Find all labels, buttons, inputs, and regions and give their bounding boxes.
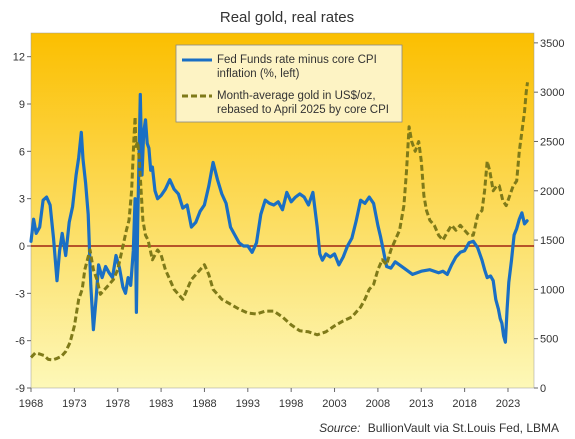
right-tick-label: 500 (540, 334, 558, 346)
right-axis-ticks: 3500 3000 2500 2000 1500 1000 500 0 (534, 38, 564, 395)
x-tick-label: 1973 (62, 398, 86, 410)
legend-label-rate-line-2: inflation (%, left) (217, 68, 300, 80)
legend-label-gold-line-1: Month-average gold in US$/oz, (217, 90, 376, 102)
right-tick-label: 0 (540, 383, 546, 395)
chart-title: Real gold, real rates (220, 9, 354, 26)
left-tick-label: 0 (19, 241, 25, 253)
legend-box (175, 44, 403, 123)
legend-label-gold-line-2: rebased to April 2025 by core CPI (217, 104, 389, 116)
legend: Fed Funds rate minus core CPI inflation … (175, 44, 403, 123)
left-tick-label: -6 (15, 336, 25, 348)
legend-label-gold: Month-average gold in US$/oz, rebased to… (217, 90, 389, 116)
series-line-gold (29, 82, 529, 362)
right-tick-label: 2500 (540, 136, 564, 148)
legend-label-rate: Fed Funds rate minus core CPI inflation … (217, 54, 380, 80)
x-tick-label: 1968 (19, 398, 43, 410)
source-note: Source: BullionVault via St.Louis Fed, L… (319, 421, 559, 435)
left-tick-label: -9 (15, 383, 25, 395)
source-label: Source: (319, 421, 360, 435)
x-tick-label: 2008 (366, 398, 390, 410)
right-tick-label: 3500 (540, 38, 564, 50)
x-axis-ticks: 1968 1973 1978 1983 1988 1993 1998 2003 2008 2013… (19, 388, 520, 410)
x-tick-label: 1988 (192, 398, 216, 410)
legend-label-rate-line-1: Fed Funds rate minus core CPI (217, 54, 377, 66)
x-tick-label: 1978 (105, 398, 129, 410)
x-tick-label: 2023 (496, 398, 520, 410)
left-tick-label: 6 (19, 146, 25, 158)
series-layer (29, 82, 529, 362)
series-line-rate (29, 92, 529, 344)
left-tick-label: 3 (19, 194, 25, 206)
left-tick-label: -3 (15, 288, 25, 300)
left-tick-label: 9 (19, 99, 25, 111)
right-tick-label: 1500 (540, 235, 564, 247)
right-tick-label: 2000 (540, 186, 564, 198)
left-tick-label: 12 (13, 52, 25, 64)
x-tick-label: 1993 (236, 398, 260, 410)
left-axis-ticks: 12 9 6 3 0 -3 -6 -9 (13, 52, 31, 395)
x-tick-label: 2018 (452, 398, 476, 410)
x-tick-label: 1998 (279, 398, 303, 410)
source-text: BullionVault via St.Louis Fed, LBMA (368, 421, 559, 435)
right-tick-label: 1000 (540, 284, 564, 296)
x-tick-label: 1983 (149, 398, 173, 410)
right-tick-label: 3000 (540, 87, 564, 99)
x-tick-label: 2013 (409, 398, 433, 410)
x-tick-label: 2003 (322, 398, 346, 410)
